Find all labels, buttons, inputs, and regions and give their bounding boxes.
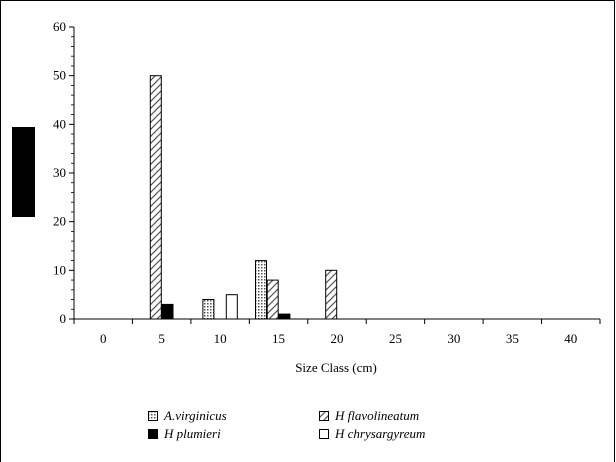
x-tick-label: 10	[214, 331, 227, 346]
legend-label: H chrysargyreum	[335, 426, 426, 441]
x-tick-label: 0	[100, 331, 107, 346]
y-tick-label: 30	[53, 165, 66, 180]
legend-swatch-hatch	[319, 411, 329, 421]
legend-swatch-solid	[148, 429, 158, 439]
x-tick-label: 5	[158, 331, 165, 346]
x-tick-label: 20	[331, 331, 344, 346]
legend-item-a-virginicus: A.virginicus	[148, 408, 227, 424]
legend-item-h-plumieri: H plumieri	[148, 426, 221, 442]
bar	[325, 269, 338, 320]
y-tick-label: 60	[53, 19, 66, 34]
y-tick-label: 50	[53, 68, 66, 83]
bar	[255, 260, 267, 320]
y-tick-label: 40	[53, 116, 66, 131]
black-tab	[12, 127, 35, 217]
y-tick-label: 20	[53, 214, 66, 229]
legend-swatch-empty	[319, 429, 329, 439]
legend-label: H plumieri	[164, 426, 221, 441]
legend-label: A.virginicus	[164, 408, 227, 423]
legend-item-h-chrysargyreum: H chrysargyreum	[319, 426, 425, 442]
bar	[161, 303, 174, 320]
x-tick-label: 15	[272, 331, 285, 346]
x-tick-label: 30	[447, 331, 460, 346]
legend-item-h-flavolineatum: H flavolineatum	[319, 408, 419, 424]
x-axis-label: Size Class (cm)	[295, 360, 377, 375]
legend-swatch-grid	[148, 411, 158, 421]
x-tick-label: 40	[564, 331, 577, 346]
bar	[202, 299, 215, 320]
y-tick-label: 10	[53, 262, 66, 277]
x-tick-label: 35	[506, 331, 519, 346]
y-tick-label: 0	[60, 311, 67, 326]
bar	[225, 294, 238, 320]
x-tick-label: 25	[389, 331, 402, 346]
bar	[266, 279, 279, 320]
legend-label: H flavolineatum	[335, 408, 420, 423]
bar	[278, 313, 291, 320]
bar	[149, 75, 162, 320]
